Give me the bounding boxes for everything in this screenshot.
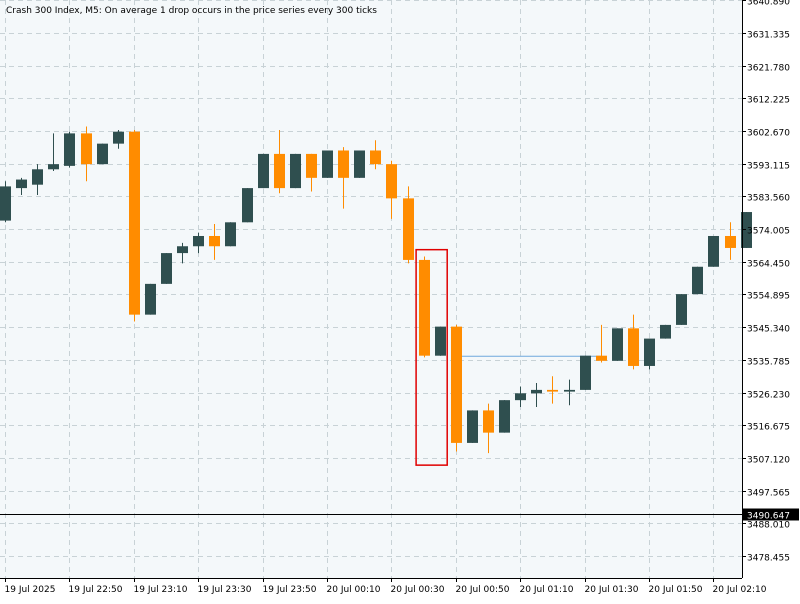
candle-body[interactable]: [48, 164, 59, 170]
x-tick-label: 20 Jul 01:10: [520, 585, 574, 595]
plot-background: [0, 0, 742, 578]
chart-title: Crash 300 Index, M5: On average 1 drop o…: [6, 6, 377, 16]
candle-body[interactable]: [129, 131, 140, 315]
y-tick-label: 3545.340: [747, 325, 790, 335]
candle-body[interactable]: [499, 400, 510, 433]
candle-body[interactable]: [306, 153, 317, 178]
annotations: [415, 248, 601, 466]
y-tick-label: 3593.115: [747, 162, 790, 172]
candle-body[interactable]: [145, 283, 156, 315]
x-tick-label: 20 Jul 01:30: [585, 585, 639, 595]
candle-body[interactable]: [32, 169, 43, 185]
candle-body[interactable]: [258, 153, 269, 189]
y-tick-label: 3488.010: [747, 521, 790, 531]
x-tick-label: 19 Jul 23:50: [263, 585, 317, 595]
y-tick-label: 3478.455: [747, 554, 790, 564]
candle-body[interactable]: [193, 235, 204, 247]
candle-body[interactable]: [290, 153, 301, 189]
candle-body[interactable]: [660, 324, 671, 339]
current-price-tag: [743, 508, 799, 521]
x-tick-label: 19 Jul 23:10: [134, 585, 188, 595]
grid: [0, 0, 742, 578]
x-tick-label: 20 Jul 00:30: [391, 585, 445, 595]
y-tick-label: 3507.120: [747, 456, 790, 466]
candle-body[interactable]: [435, 326, 446, 356]
y-tick-label: 3526.230: [747, 391, 790, 401]
candle-body[interactable]: [564, 389, 575, 392]
current-price-label: 3490.647: [747, 512, 790, 522]
candle-body[interactable]: [596, 355, 607, 361]
candle-body[interactable]: [531, 389, 542, 394]
candle-body[interactable]: [386, 164, 397, 199]
candle-body[interactable]: [177, 246, 188, 254]
candles[interactable]: [0, 126, 752, 454]
x-tick-label: 20 Jul 02:10: [713, 585, 767, 595]
candle-body[interactable]: [161, 253, 172, 284]
candle-body[interactable]: [322, 150, 333, 178]
y-tick-label: 3516.675: [747, 423, 790, 433]
candle-body[interactable]: [547, 389, 558, 392]
candle-body[interactable]: [725, 235, 736, 248]
candle-body[interactable]: [370, 150, 381, 165]
candle-body[interactable]: [467, 410, 478, 443]
candle-body[interactable]: [483, 410, 494, 433]
candle-body[interactable]: [113, 131, 124, 144]
candle-body[interactable]: [515, 393, 526, 401]
candle-body[interactable]: [612, 328, 623, 361]
y-tick-label: 3535.785: [747, 358, 790, 368]
x-tick-label: 19 Jul 22:50: [69, 585, 123, 595]
x-tick-label: 20 Jul 00:10: [327, 585, 381, 595]
candle-body[interactable]: [692, 266, 703, 295]
candle-body[interactable]: [708, 235, 719, 267]
candle-body[interactable]: [81, 133, 92, 165]
y-tick-label: 3564.450: [747, 260, 790, 270]
y-tick-label: 3554.895: [747, 292, 790, 302]
candle-body[interactable]: [451, 326, 462, 443]
candle-body[interactable]: [419, 259, 430, 356]
candle-body[interactable]: [209, 235, 220, 247]
y-tick-label: 3640.890: [747, 0, 790, 8]
candle-body[interactable]: [0, 186, 11, 221]
candle-body[interactable]: [354, 150, 365, 178]
y-tick-label: 3631.335: [747, 31, 790, 41]
y-tick-label: 3583.560: [747, 194, 790, 204]
candle-body[interactable]: [338, 150, 349, 178]
candle-body[interactable]: [97, 143, 108, 165]
x-tick-label: 19 Jul 23:30: [198, 585, 252, 595]
candle-body[interactable]: [628, 328, 639, 366]
candle-body[interactable]: [403, 198, 414, 260]
x-tick-label: 20 Jul 00:50: [456, 585, 510, 595]
candle-body[interactable]: [676, 294, 687, 325]
candle-body[interactable]: [274, 153, 285, 189]
x-tick-label: 20 Jul 01:50: [649, 585, 703, 595]
candle-body[interactable]: [580, 355, 591, 390]
y-tick-label: 3574.005: [747, 227, 790, 237]
candle-body[interactable]: [242, 188, 253, 223]
candle-body[interactable]: [64, 133, 75, 166]
y-tick-label: 3621.780: [747, 64, 790, 74]
candle-body[interactable]: [16, 179, 27, 189]
candle-body[interactable]: [225, 222, 236, 247]
candle-body[interactable]: [741, 212, 752, 248]
y-tick-label: 3497.565: [747, 489, 790, 499]
y-tick-label: 3602.670: [747, 129, 790, 139]
y-tick-label: 3612.225: [747, 96, 790, 106]
drop-highlight-box: [415, 248, 448, 466]
x-tick-label: 19 Jul 2025: [5, 585, 56, 595]
candle-body[interactable]: [644, 338, 655, 366]
